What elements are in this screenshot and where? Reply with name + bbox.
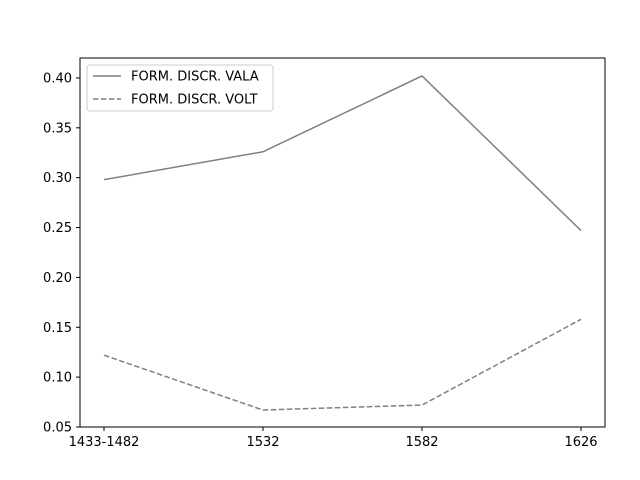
- plot-frame: [79, 57, 606, 428]
- series-line-2: [103, 318, 582, 411]
- x-axis: 1433-1482 1532 1582 1626: [69, 427, 598, 450]
- y-tick-label: 0.10: [43, 371, 72, 386]
- x-tick-label: 1433-1482: [69, 435, 140, 450]
- legend-box: [86, 64, 274, 112]
- y-tick-label: 0.30: [43, 171, 72, 186]
- y-tick-label: 0.15: [43, 321, 72, 336]
- series-layer: [103, 75, 582, 411]
- y-tick-label: 0.20: [43, 271, 72, 286]
- y-tick-label: 0.25: [43, 221, 72, 236]
- legend: FORM. DISCR. VALA FORM. DISCR. VOLT: [86, 64, 274, 112]
- y-tick-label: 0.35: [43, 121, 72, 136]
- x-tick-label: 1626: [564, 435, 597, 450]
- y-tick-label: 0.40: [43, 71, 72, 86]
- y-tick-label: 0.05: [43, 421, 72, 436]
- x-tick-label: 1582: [405, 435, 438, 450]
- y-axis: 0.05 0.10 0.15 0.20 0.25 0.30 0.35 0.40: [43, 71, 80, 436]
- series-line-1: [103, 75, 582, 232]
- legend-label-2: FORM. DISCR. VOLT: [131, 93, 258, 108]
- legend-label-1: FORM. DISCR. VALA: [131, 70, 259, 85]
- x-tick-label: 1532: [246, 435, 279, 450]
